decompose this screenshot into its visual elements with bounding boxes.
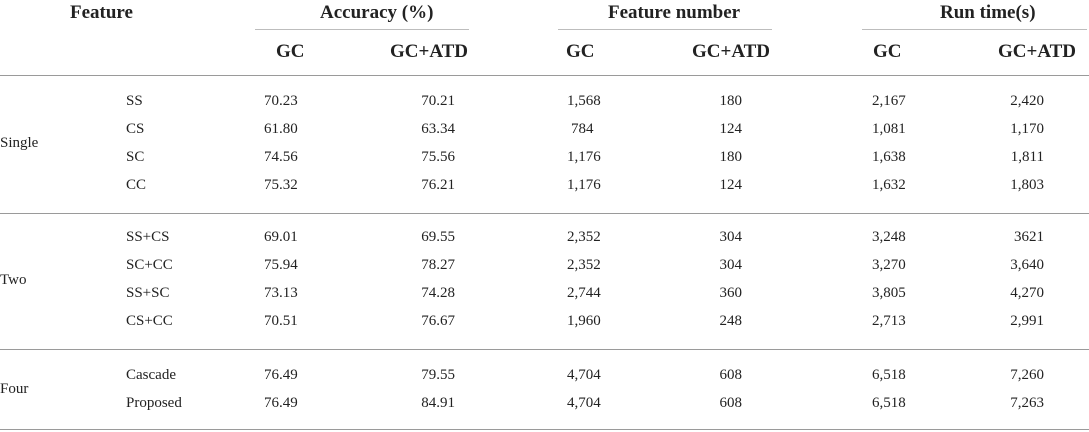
run-time-gc-cell: 3,270	[872, 257, 906, 273]
header-feature: Feature	[70, 2, 133, 23]
run-time-gc-cell: 1,081	[872, 121, 906, 137]
accuracy-gc-cell: 75.94	[264, 257, 298, 273]
run-time-gcatd-cell: 7,260	[1010, 367, 1044, 383]
subheader-acc-gc: GC	[276, 41, 305, 62]
run-time-gcatd-cell: 3,640	[1010, 257, 1044, 273]
run-time-gc-cell: 1,638	[872, 149, 906, 165]
run-time-gc-cell: 1,632	[872, 177, 906, 193]
feature-number-gcatd-cell: 608	[719, 367, 743, 383]
group-label-single: Single	[0, 135, 39, 151]
header-feature-number: Feature number	[608, 2, 741, 23]
run-time-gcatd-cell: 7,263	[1010, 395, 1044, 411]
feature-cell: SS+SC	[126, 285, 170, 301]
group-divider	[0, 349, 1089, 350]
feature-number-gcatd-cell: 124	[719, 177, 743, 193]
accuracy-gc-cell: 73.13	[264, 285, 298, 301]
feature-cell: CS+CC	[126, 313, 173, 329]
feature-cell: SC+CC	[126, 257, 173, 273]
accuracy-gcatd-cell: 79.55	[421, 367, 455, 383]
run-time-gc-cell: 2,713	[872, 313, 906, 329]
run-time-gcatd-cell: 2,991	[1010, 313, 1044, 329]
accuracy-gc-cell: 76.49	[264, 367, 298, 383]
accuracy-group-rule	[255, 29, 469, 30]
header-bottom-rule	[0, 75, 1089, 76]
feature-cell: Cascade	[126, 367, 176, 383]
header-accuracy: Accuracy (%)	[320, 2, 434, 23]
accuracy-gc-cell: 70.51	[264, 313, 298, 329]
table-bottom-rule	[0, 429, 1089, 430]
accuracy-gcatd-cell: 69.55	[421, 229, 455, 245]
feature-number-gc-cell: 784	[571, 121, 594, 137]
feature-number-gcatd-cell: 304	[719, 229, 743, 245]
feature-number-gc-cell: 1,176	[567, 177, 601, 193]
feature-cell: Proposed	[126, 395, 182, 411]
feature-number-gcatd-cell: 304	[719, 257, 743, 273]
feature-number-group-rule	[558, 29, 772, 30]
feature-cell: SC	[126, 149, 145, 165]
accuracy-gc-cell: 61.80	[264, 121, 298, 137]
accuracy-gc-cell: 75.32	[264, 177, 298, 193]
run-time-gcatd-cell: 1,803	[1010, 177, 1044, 193]
accuracy-gcatd-cell: 84.91	[421, 395, 455, 411]
run-time-gcatd-cell: 2,420	[1010, 93, 1044, 109]
run-time-group-rule	[862, 29, 1087, 30]
accuracy-gcatd-cell: 76.21	[421, 177, 455, 193]
run-time-gcatd-cell: 3621	[1014, 229, 1044, 245]
feature-number-gc-cell: 4,704	[567, 367, 601, 383]
accuracy-gcatd-cell: 74.28	[421, 285, 455, 301]
feature-number-gcatd-cell: 248	[719, 313, 743, 329]
subheader-time-gc: GC	[873, 41, 902, 62]
accuracy-gc-cell: 69.01	[264, 229, 298, 245]
feature-number-gcatd-cell: 124	[719, 121, 743, 137]
feature-cell: CS	[126, 121, 145, 137]
feature-cell: SS+CS	[126, 229, 170, 245]
feature-number-gc-cell: 1,960	[567, 313, 601, 329]
accuracy-gcatd-cell: 70.21	[421, 93, 455, 109]
feature-number-gcatd-cell: 608	[719, 395, 743, 411]
accuracy-gc-cell: 70.23	[264, 93, 298, 109]
feature-number-gc-cell: 2,352	[567, 229, 601, 245]
run-time-gc-cell: 6,518	[872, 367, 906, 383]
group-label-two: Two	[0, 272, 27, 288]
accuracy-gcatd-cell: 63.34	[421, 121, 455, 137]
subheader-acc-gcatd: GC+ATD	[390, 41, 469, 62]
feature-number-gc-cell: 1,176	[567, 149, 601, 165]
feature-number-gc-cell: 1,568	[567, 93, 601, 109]
run-time-gcatd-cell: 1,170	[1010, 121, 1044, 137]
run-time-gc-cell: 3,805	[872, 285, 906, 301]
accuracy-gcatd-cell: 76.67	[421, 313, 455, 329]
feature-number-gcatd-cell: 180	[719, 93, 743, 109]
run-time-gcatd-cell: 1,811	[1010, 149, 1044, 165]
group-divider	[0, 213, 1089, 214]
subheader-num-gcatd: GC+ATD	[692, 41, 771, 62]
subheader-time-gcatd: GC+ATD	[998, 41, 1077, 62]
feature-number-gc-cell: 2,352	[567, 257, 601, 273]
feature-number-gcatd-cell: 180	[719, 149, 743, 165]
accuracy-gc-cell: 76.49	[264, 395, 298, 411]
feature-cell: CC	[126, 177, 147, 193]
accuracy-gc-cell: 74.56	[264, 149, 298, 165]
feature-cell: SS	[126, 93, 143, 109]
feature-number-gc-cell: 4,704	[567, 395, 601, 411]
group-label-four: Four	[0, 381, 29, 397]
feature-number-gc-cell: 2,744	[567, 285, 601, 301]
subheader-num-gc: GC	[566, 41, 595, 62]
run-time-gc-cell: 3,248	[872, 229, 906, 245]
header-run-time: Run time(s)	[940, 2, 1036, 23]
accuracy-gcatd-cell: 75.56	[421, 149, 455, 165]
run-time-gc-cell: 6,518	[872, 395, 906, 411]
accuracy-gcatd-cell: 78.27	[421, 257, 455, 273]
run-time-gc-cell: 2,167	[872, 93, 906, 109]
run-time-gcatd-cell: 4,270	[1010, 285, 1044, 301]
feature-number-gcatd-cell: 360	[719, 285, 743, 301]
